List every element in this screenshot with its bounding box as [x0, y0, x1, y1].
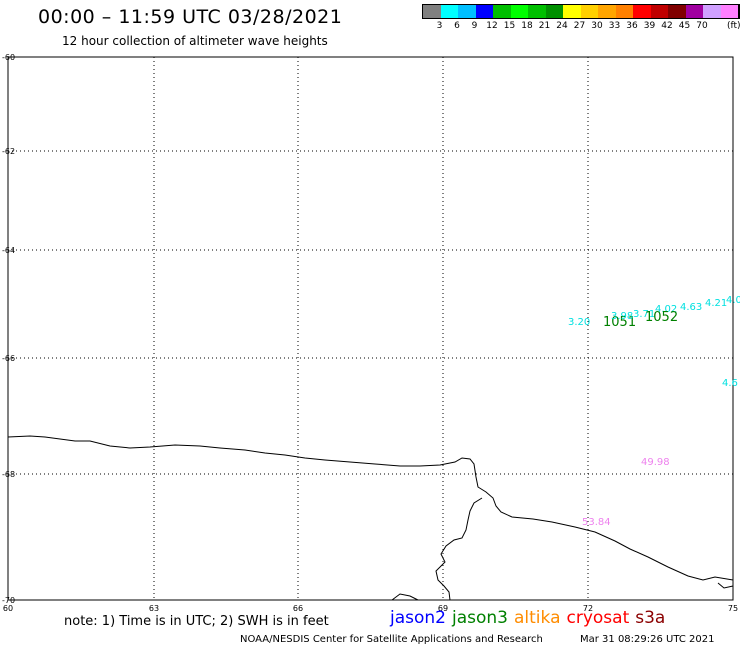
legend-label: 15 [503, 21, 516, 31]
legend-color-bar [422, 4, 740, 19]
legend-label: 27 [573, 21, 586, 31]
satellite-legend: jason2 jason3 altika cryosat s3a [390, 608, 671, 628]
legend-swatch [475, 5, 493, 18]
satellite-legend-item: cryosat [566, 608, 630, 628]
legend-swatch [545, 5, 563, 18]
longitude-label: 72 [583, 604, 593, 613]
wave-height-observation: 1051 [603, 315, 636, 330]
coastline-inlet [435, 497, 483, 601]
wave-height-observation: 4.02 [655, 304, 677, 315]
map-gridlines [8, 57, 733, 600]
latitude-label: -64 [2, 246, 15, 255]
longitude-label: 60 [3, 604, 13, 613]
credit-line: NOAA/NESDIS Center for Satellite Applica… [240, 634, 543, 645]
legend-label: 21 [538, 21, 551, 31]
longitude-label: 75 [728, 604, 738, 613]
legend-label: 30 [591, 21, 603, 31]
legend-label: 12 [486, 21, 498, 31]
legend-swatch [668, 5, 686, 18]
wave-height-observation: 1052 [645, 310, 678, 325]
satellite-legend-item: s3a [635, 608, 666, 628]
longitude-label: 63 [149, 604, 159, 613]
legend-label: 9 [471, 21, 478, 31]
units-note: note: 1) Time is in UTC; 2) SWH is in fe… [64, 614, 329, 629]
legend-swatch [510, 5, 528, 18]
legend-swatch [580, 5, 598, 18]
coastline [7, 435, 734, 581]
legend-swatch [615, 5, 633, 18]
legend-swatch [738, 5, 740, 18]
latitude-label: -60 [2, 53, 15, 62]
wave-height-observation: 3.98 [611, 311, 633, 322]
latitude-label: -62 [2, 147, 15, 156]
satellite-legend-item: jason3 [452, 608, 508, 628]
coastline-south [391, 593, 419, 601]
legend-label: 42 [661, 21, 673, 31]
longitude-label: 66 [293, 604, 303, 613]
satellite-legend-item: jason2 [390, 608, 446, 628]
longitude-labels: 60 63 66 69 72 75 [3, 604, 738, 613]
map-subtitle: 12 hour collection of altimeter wave hei… [62, 34, 328, 48]
legend-swatch [563, 5, 581, 18]
legend-swatch [493, 5, 511, 18]
legend-labels: (ft) 3 6 9 12 15 18 21 24 27 30 33 36 39 42 45 70 [422, 19, 740, 31]
legend-label: 70 [696, 21, 708, 31]
legend-label: 24 [556, 21, 568, 31]
legend-label: 33 [608, 21, 621, 31]
legend-swatch [598, 5, 616, 18]
legend-swatch [720, 5, 738, 18]
wave-height-observation: 4.0 [726, 295, 740, 306]
satellite-legend-item: altika [514, 608, 561, 628]
wave-height-observation: 49.98 [641, 457, 670, 468]
legend-swatch [685, 5, 703, 18]
legend-label: 3 [436, 21, 443, 31]
wave-height-observation: 4.63 [680, 302, 702, 313]
legend-label: 36 [626, 21, 638, 31]
legend-label: 6 [454, 21, 460, 31]
wave-height-observation: 3.20 [568, 317, 590, 328]
latitude-label: -66 [2, 354, 15, 363]
map-title: 00:00 – 11:59 UTC 03/28/2021 [38, 6, 343, 28]
legend-label: 39 [643, 21, 656, 31]
legend-swatch [703, 5, 721, 18]
wave-height-observation: 4.6 [722, 378, 738, 389]
legend-unit: (ft) [727, 21, 740, 31]
legend-swatch [650, 5, 668, 18]
legend-swatch [528, 5, 546, 18]
legend-label: 18 [521, 21, 533, 31]
wave-height-observation: 3.71 [633, 309, 655, 320]
wave-height-color-legend: (ft) 3 6 9 12 15 18 21 24 27 30 33 36 39 42 45 70 [422, 4, 740, 31]
legend-swatch [440, 5, 458, 18]
map-frame [7, 56, 734, 601]
latitude-label: -70 [2, 596, 15, 605]
legend-swatch [633, 5, 651, 18]
latitude-label: -68 [2, 470, 15, 479]
legend-swatch [458, 5, 476, 18]
longitude-label: 69 [438, 604, 448, 613]
legend-label: 45 [678, 21, 691, 31]
generation-timestamp: Mar 31 08:29:26 UTC 2021 [580, 634, 715, 645]
coastline-east [717, 582, 734, 589]
legend-swatch [423, 5, 441, 18]
wave-height-observation: 53.84 [582, 517, 611, 528]
latitude-labels: -60 -62 -64 -66 -68 -70 [2, 53, 15, 605]
wave-height-observation: 4.21 [705, 298, 727, 309]
